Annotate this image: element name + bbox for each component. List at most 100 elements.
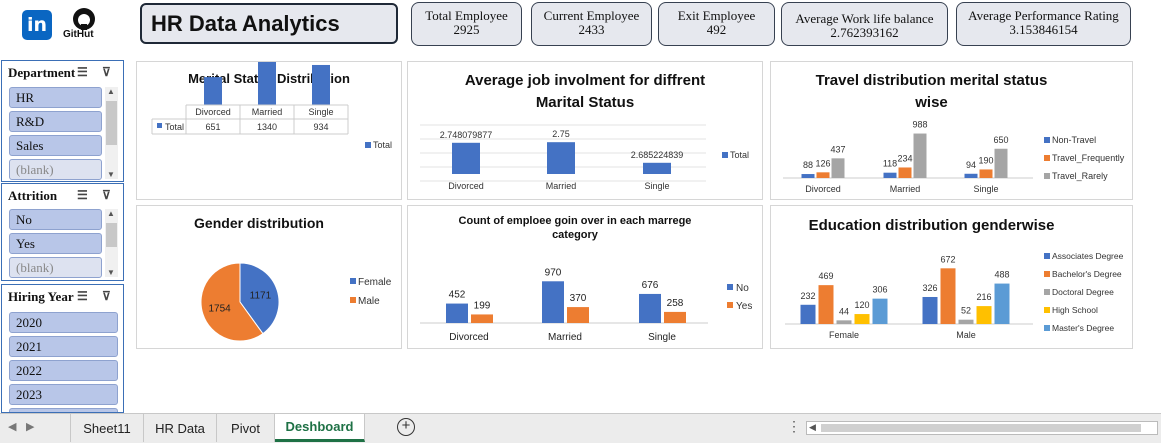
data-label: 469 — [818, 271, 833, 281]
slicer-item-hr[interactable]: HR — [9, 87, 102, 108]
legend-label: Male — [358, 296, 380, 307]
slicer-item-2022[interactable]: 2022 — [9, 360, 118, 381]
data-label: 970 — [545, 267, 562, 278]
category-label: Single — [648, 332, 676, 343]
clear-filter-icon[interactable]: ⊽ — [102, 65, 111, 79]
attrition-slicer: Attrition ☰ ⊽ No Yes (blank) ▲ ▼ — [1, 183, 124, 281]
clear-filter-icon[interactable]: ⊽ — [102, 188, 111, 202]
gender-distribution-plot: 1171 1754 Female Male — [200, 262, 392, 342]
bar-divorced-0 — [801, 174, 815, 178]
legend-swatch — [727, 284, 733, 290]
multi-select-icon[interactable]: ☰ — [77, 65, 88, 79]
data-label: 2.685224839 — [631, 150, 684, 160]
slicer-item-yes[interactable]: Yes — [9, 233, 102, 254]
legend-label: Master's Degree — [1052, 323, 1114, 333]
bar-divorced-1 — [816, 172, 830, 178]
more-options-icon[interactable]: ⋮ — [787, 418, 801, 434]
scroll-down-icon[interactable]: ▼ — [107, 268, 115, 277]
chart-title-line1: Travel distribution merital status — [815, 72, 1048, 89]
clear-filter-icon[interactable]: ⊽ — [102, 289, 111, 303]
data-label: 44 — [839, 306, 849, 316]
slicer-item-no[interactable]: No — [9, 209, 102, 230]
scroll-thumb[interactable] — [821, 424, 1141, 432]
slicer-item-blank[interactable]: (blank) — [9, 159, 102, 180]
kpi-label: Total Employee — [425, 8, 508, 23]
legend-swatch — [1044, 325, 1050, 331]
scroll-thumb[interactable] — [106, 223, 117, 247]
data-label: 199 — [474, 300, 491, 311]
horizontal-scrollbar[interactable]: ◀ — [806, 421, 1158, 435]
prev-sheet-icon[interactable]: ◀ — [8, 421, 17, 433]
slicer-item-2023[interactable]: 2023 — [9, 384, 118, 405]
next-sheet-icon[interactable]: ▶ — [26, 421, 35, 433]
chart-title-line2: category — [552, 229, 598, 241]
tab-pivot[interactable]: Pivot — [217, 414, 275, 442]
slicer-item-sales[interactable]: Sales — [9, 135, 102, 156]
slicer-item-2020[interactable]: 2020 — [9, 312, 118, 333]
scroll-left-icon[interactable]: ◀ — [809, 422, 816, 432]
bar-male-3 — [976, 306, 992, 324]
legend-swatch — [350, 297, 356, 303]
job-involvement-plot: 2.748079877 Divorced 2.75 Married 2.68522483… — [420, 124, 749, 191]
chart-title-line1: Average job involment for diffrent — [464, 72, 706, 89]
slicer-item-2021[interactable]: 2021 — [9, 336, 118, 357]
bar-single-yes — [664, 311, 686, 323]
data-label: 88 — [803, 160, 813, 170]
legend-label: No — [736, 283, 749, 294]
github-icon[interactable] — [66, 6, 102, 42]
bar-single-1 — [979, 169, 993, 178]
bar-female-1 — [818, 285, 834, 324]
kpi-exit-employee: Exit Employee 492 — [658, 2, 775, 46]
chart-title: Education distribution genderwise — [808, 217, 1055, 234]
bar-divorced — [452, 142, 480, 174]
data-label: 2.748079877 — [440, 130, 493, 140]
bar-married-2 — [913, 133, 927, 178]
data-label: 437 — [830, 144, 845, 154]
scroll-down-icon[interactable]: ▼ — [107, 170, 115, 179]
chart-title-line2: Marital Status — [535, 94, 635, 111]
attrition-by-marital-plot: 452199Divorced970370Married676258Single … — [420, 267, 752, 343]
slicer-header: Attrition ☰ ⊽ — [2, 184, 123, 208]
scroll-up-icon[interactable]: ▲ — [107, 87, 115, 96]
scroll-up-icon[interactable]: ▲ — [107, 209, 115, 218]
linkedin-icon[interactable]: in — [22, 10, 52, 40]
legend-swatch — [350, 278, 356, 284]
legend-label: Travel_Rarely — [1052, 171, 1108, 181]
bar-single — [312, 64, 330, 105]
legend-swatch-total — [365, 142, 371, 148]
bar-male-1 — [940, 268, 956, 324]
bar-married — [547, 142, 575, 174]
multi-select-icon[interactable]: ☰ — [77, 188, 88, 202]
category-label: Female — [829, 330, 859, 340]
tab-sheet11[interactable]: Sheet11 — [70, 414, 144, 442]
legend-label-total: Total — [373, 140, 392, 150]
legend-swatch-total — [722, 152, 728, 158]
table-category-label: Single — [308, 107, 333, 117]
multi-select-icon[interactable]: ☰ — [77, 289, 88, 303]
slicer-item-partial[interactable] — [9, 408, 118, 412]
data-label: 676 — [642, 280, 659, 291]
table-legend-swatch — [157, 123, 162, 128]
pie-slice-male — [200, 262, 264, 342]
legend-label: Travel_Frequently — [1052, 153, 1125, 163]
data-label: 216 — [976, 292, 991, 302]
chart-title: Average job involment for diffrent Marit… — [408, 70, 762, 114]
slicer-item-blank[interactable]: (blank) — [9, 257, 102, 278]
add-sheet-icon[interactable]: + — [397, 418, 415, 436]
dashboard-title: HR Data Analytics — [140, 3, 398, 44]
legend-label-total: Total — [730, 150, 749, 160]
data-label: 1171 — [250, 290, 272, 301]
category-label: Divorced — [449, 332, 488, 343]
chart-title: Gender distribution — [194, 215, 324, 231]
tab-hr-data[interactable]: HR Data — [144, 414, 217, 442]
chart-title-line2: wise — [915, 94, 948, 111]
scroll-thumb[interactable] — [106, 101, 117, 145]
tab-deshboard[interactable]: Deshboard — [275, 414, 365, 442]
slicer-item-rd[interactable]: R&D — [9, 111, 102, 132]
data-label: 452 — [449, 290, 466, 301]
legend-swatch — [727, 302, 733, 308]
slicer-scrollbar[interactable]: ▲ ▼ — [105, 87, 118, 179]
slicer-scrollbar[interactable]: ▲ ▼ — [105, 209, 118, 277]
legend-swatch — [1044, 173, 1050, 179]
